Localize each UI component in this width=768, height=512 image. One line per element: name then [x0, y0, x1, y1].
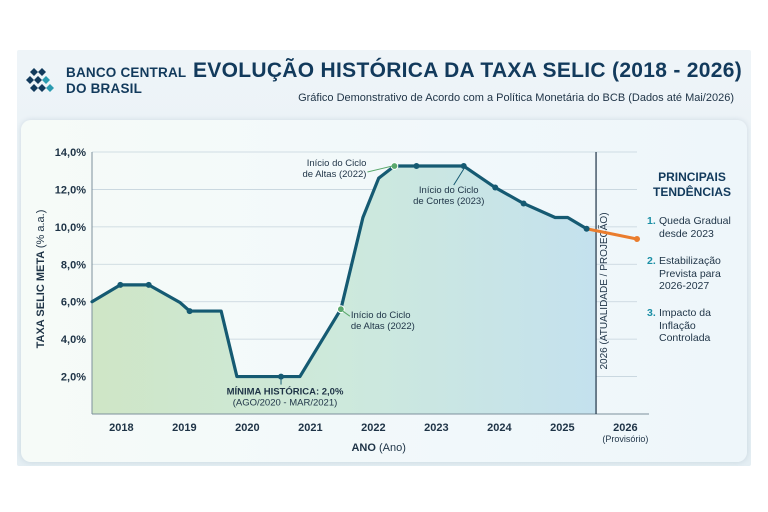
- data-point: [460, 163, 467, 170]
- y-tick-label: 10,0%: [55, 222, 86, 234]
- x-axis-title: ANO (Ano): [351, 442, 405, 454]
- x-tick-label: 2024: [487, 422, 512, 434]
- y-tick-label: 8,0%: [61, 259, 86, 271]
- y-tick-label: 14,0%: [55, 147, 86, 159]
- data-point: [492, 184, 499, 191]
- x-tick-label: 2019: [172, 422, 196, 434]
- annotation-label: (AGO/2020 - MAR/2021): [233, 398, 338, 409]
- trend-text: Estabilização Prevista para 2026-2027: [659, 255, 721, 292]
- annotation-label: Início do Ciclo: [419, 185, 479, 196]
- highlight-point: [336, 305, 345, 314]
- y-tick-label: 6,0%: [61, 297, 86, 309]
- x-tick-label: 2020: [235, 422, 259, 434]
- page-subtitle: Gráfico Demonstrativo de Acordo com a Po…: [298, 92, 734, 104]
- series-area: [92, 166, 597, 414]
- data-point: [583, 225, 590, 232]
- y-tick-label: 4,0%: [61, 334, 86, 346]
- data-point: [413, 163, 420, 170]
- bcb-logo: BANCO CENTRAL DO BRASIL: [26, 60, 196, 100]
- logo-line-2: DO BRASIL: [66, 81, 143, 96]
- trend-number: 3.: [647, 307, 656, 319]
- annotation-leader: [342, 310, 351, 317]
- data-point: [278, 373, 285, 380]
- infographic-card: BANCO CENTRAL DO BRASIL EVOLUÇÃO HISTÓRI…: [17, 50, 751, 466]
- series-line: [90, 164, 589, 379]
- x-tick-label: 2026: [613, 422, 637, 434]
- trend-number: 1.: [647, 215, 656, 227]
- annotation-label: Início do Ciclo: [307, 158, 367, 169]
- selic-line-chart: 2,0% 4,0% 6,0% 8,0% 10,0% 12,0% 14,0% 2018 2019 2…: [35, 147, 649, 454]
- x-tick-label: 2018: [109, 422, 133, 434]
- data-point: [145, 281, 152, 288]
- trends-title: PRINCIPAIS TENDÊNCIAS: [647, 170, 737, 200]
- data-point: [520, 200, 527, 207]
- annotation-leader: [367, 165, 393, 173]
- logo-line-1: BANCO CENTRAL: [66, 65, 187, 80]
- y-tick-label: 2,0%: [61, 372, 86, 384]
- x-tick-label: 2023: [424, 422, 448, 434]
- y-axis-title: TAXA SELIC META (% a.a.): [35, 210, 47, 349]
- bcb-logo-icon: [26, 68, 54, 92]
- projection-point: [634, 236, 640, 243]
- annotation-label: de Altas (2022): [303, 169, 367, 180]
- annotation-label: de Cortes (2023): [413, 196, 484, 207]
- trend-number: 2.: [647, 255, 656, 267]
- x-tick-label: 2021: [298, 422, 322, 434]
- x-tick-note: (Provisório): [602, 434, 648, 444]
- x-tick-label: 2025: [550, 422, 574, 434]
- trend-text: Impacto da Inflação Controlada: [659, 307, 711, 344]
- annotation-label: MÍNIMA HISTÓRICA: 2,0%: [227, 386, 344, 398]
- y-tick-label: 12,0%: [55, 184, 86, 196]
- x-tick-label: 2022: [361, 422, 385, 434]
- trends-title-line-2: TENDÊNCIAS: [652, 185, 731, 199]
- annotation-leader: [453, 168, 465, 186]
- data-point: [117, 281, 124, 288]
- trends-title-line-1: PRINCIPAIS: [658, 170, 726, 184]
- projection-divider-label: 2026 (ATUALIDADE / PROJEÇÃO): [597, 212, 610, 369]
- projection-line: [585, 227, 639, 241]
- annotation-label: Início do Ciclo: [351, 310, 411, 321]
- trend-text: Queda Gradual desde 2023: [659, 215, 731, 240]
- annotation-label: de Altas (2022): [351, 321, 415, 332]
- page-title: EVOLUÇÃO HISTÓRICA DA TAXA SELIC (2018 -…: [193, 59, 743, 82]
- data-point: [186, 308, 193, 315]
